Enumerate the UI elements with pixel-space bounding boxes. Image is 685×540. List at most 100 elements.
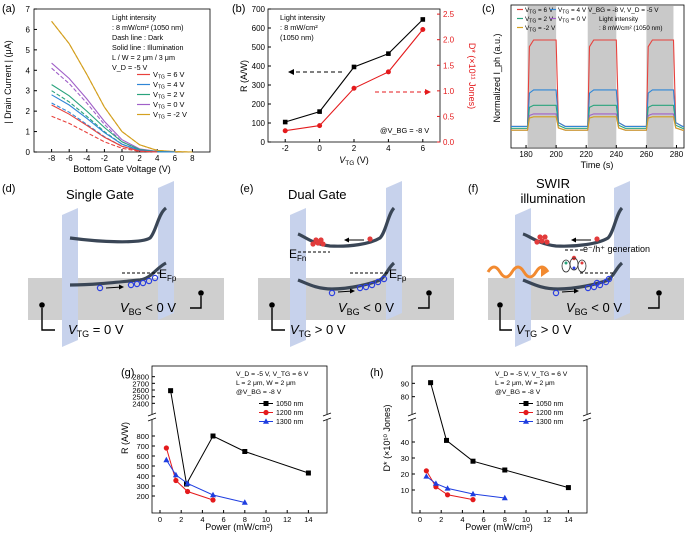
xlabel-a: Bottom Gate Voltage (V) xyxy=(73,164,171,174)
swir-wave-head xyxy=(541,267,548,277)
xtick-label-a-8: 8 xyxy=(190,154,195,163)
point-b-1-1 xyxy=(317,123,323,129)
point-g-0-2 xyxy=(210,433,216,439)
hole-d-3 xyxy=(133,280,141,288)
ytick-label-b-7: 700 xyxy=(252,5,266,14)
y2tick-label-b-5: 2.5 xyxy=(443,10,455,19)
legend-label-g-2: 1300 nm xyxy=(276,419,303,426)
note-c-1: V_BG = -8 V, V_D = -5 V xyxy=(588,7,659,14)
ytick-label-h-1: 20 xyxy=(401,470,409,479)
pair-dot-f-1 xyxy=(564,261,568,265)
ytick-label-b-0: 0 xyxy=(261,138,266,147)
ytick-label-a-3: 3 xyxy=(26,87,31,96)
xtick-label-a-5: 2 xyxy=(137,154,142,163)
panel-label-f: (f) xyxy=(468,183,478,195)
xtick-label-h-4: 8 xyxy=(503,515,507,524)
ytick-label-g-4: 600 xyxy=(136,452,149,461)
ytick-label-g-1: 300 xyxy=(136,482,149,491)
point-h-2-4 xyxy=(501,494,508,501)
xtick-label-b-3: 4 xyxy=(386,144,391,153)
point-b-1-2 xyxy=(351,85,357,91)
ytick-label-b-3: 300 xyxy=(252,81,266,90)
legend-label-h-2: 1300 nm xyxy=(536,419,563,426)
note-a-6: V_D = -5 V xyxy=(112,63,148,72)
legend-label-a-2: VTG = 2 V xyxy=(153,90,184,101)
panel-label-d: (d) xyxy=(2,183,15,195)
ytick-label-g-11: 2800 xyxy=(132,373,149,382)
top-gate-node-e xyxy=(269,302,275,308)
efp-label-e: EFp xyxy=(389,267,407,283)
xlabel-b: VTG (V) xyxy=(339,155,369,167)
point-g-1-1 xyxy=(173,477,179,484)
hole-f-1 xyxy=(552,289,560,297)
point-h-1-3 xyxy=(470,497,476,503)
electron-f-2 xyxy=(539,238,545,244)
xtick-label-h-7: 14 xyxy=(564,515,572,524)
axis-break-left-g xyxy=(147,412,157,422)
ytick-label-h-5: 90 xyxy=(401,379,409,388)
plot-frame-c xyxy=(510,4,685,149)
point-b-1-0 xyxy=(282,128,288,134)
series-g-1 xyxy=(165,447,214,501)
conduction-band-e xyxy=(297,206,396,248)
axis-break-right-h xyxy=(582,412,592,422)
ytick-label-a-4: 4 xyxy=(26,66,31,75)
hole-d-1 xyxy=(96,284,104,292)
ylabel-b: R (A/W) xyxy=(239,60,249,92)
panel-b: (b) -2 0 2 4 6 0 100 200 300 400 500 600 700 0.0 0.5 1.… xyxy=(232,3,477,167)
ylabel-h: D* (×10¹⁰ Jones) xyxy=(382,405,392,472)
series-c-2 xyxy=(511,104,684,129)
xtick-label-a-3: -2 xyxy=(101,154,109,163)
xtick-label-b-0: -2 xyxy=(282,144,290,153)
legend-label-h-0: 1050 nm xyxy=(536,401,563,408)
series-c-0 xyxy=(511,39,684,127)
y2tick-label-b-2: 1.0 xyxy=(443,87,455,96)
legend-marker-g-1 xyxy=(263,409,269,416)
ytick-label-a-6: 6 xyxy=(26,25,31,34)
ytick-label-g-2: 400 xyxy=(136,472,149,481)
vbg-label-e: VBG < 0 V xyxy=(338,300,394,317)
point-g-2-2 xyxy=(184,480,191,486)
series-a-dark-0 xyxy=(51,20,193,153)
pair-ellipse-f-3 xyxy=(577,259,587,273)
hole-e-3 xyxy=(362,283,370,291)
point-g-1-0 xyxy=(163,445,169,451)
xtick-label-g-2: 4 xyxy=(200,515,204,524)
vtg-label-d: VTG = 0 V xyxy=(68,322,124,339)
note-b-1: Light intensity xyxy=(280,13,325,22)
plot-frame-g xyxy=(151,365,328,514)
xtick-label-h-5: 10 xyxy=(522,515,530,524)
point-h-0-3 xyxy=(502,467,508,473)
arrow-head-left xyxy=(288,69,294,75)
xtick-label-a-1: -6 xyxy=(66,154,74,163)
electron-f-5 xyxy=(542,234,548,240)
point-g-2-0 xyxy=(163,456,170,463)
ytick-label-g-6: 800 xyxy=(136,432,149,441)
series-a-dark-1 xyxy=(51,67,175,153)
series-h-1 xyxy=(425,470,474,501)
xtick-label-h-0: 0 xyxy=(418,515,422,524)
xlabel-g: Power (mW/cm²) xyxy=(205,522,273,532)
hole-d-5 xyxy=(145,277,153,285)
electrons-f xyxy=(534,234,600,261)
point-h-0-1 xyxy=(444,437,449,443)
note-g-2: L = 2 μm, W = 2 μm xyxy=(236,380,296,387)
ytick-label-a-0: 0 xyxy=(26,148,31,157)
xtick-label-c-2: 220 xyxy=(580,150,594,159)
xtick-label-c-5: 280 xyxy=(670,150,684,159)
xtick-label-g-1: 2 xyxy=(179,515,183,524)
point-b-0-2 xyxy=(351,64,357,70)
electron-f-3 xyxy=(544,239,550,245)
y2tick-label-b-3: 1.5 xyxy=(443,61,455,70)
ytick-label-h-3: 40 xyxy=(401,438,409,447)
series-c-1 xyxy=(511,89,684,127)
axis-break-bg-right-h xyxy=(583,414,591,420)
hole-d-4 xyxy=(139,279,147,287)
left-contact-d xyxy=(62,208,78,347)
point-h-0-0 xyxy=(428,380,434,386)
legend-marker-h-0 xyxy=(523,401,529,406)
xtick-label-b-4: 6 xyxy=(421,144,426,153)
hole-f-3 xyxy=(590,283,598,291)
